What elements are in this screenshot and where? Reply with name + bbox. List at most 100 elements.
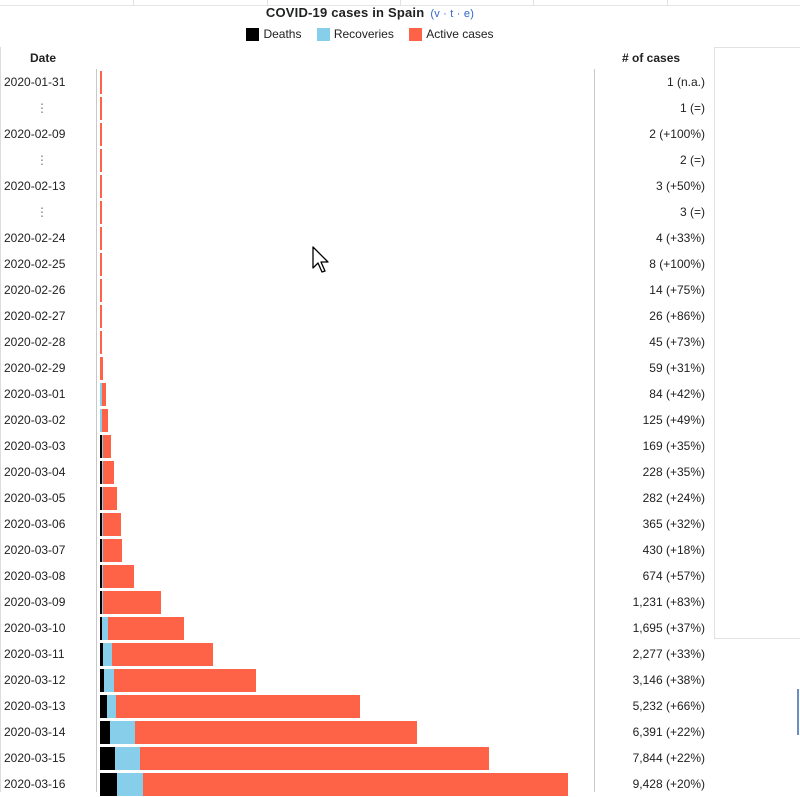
- row-date-label: 2020-02-26: [4, 283, 66, 297]
- bar-area-left-border: [96, 69, 97, 792]
- top-frame-line: [0, 0, 800, 6]
- bar-segment-active: [100, 357, 103, 380]
- row-stacked-bar: [100, 773, 568, 796]
- table-row: 2020-03-01 84 (+42%): [0, 381, 800, 407]
- row-stacked-bar: [100, 539, 123, 562]
- row-date-label: 2020-01-31: [4, 75, 66, 89]
- row-stacked-bar: [100, 305, 102, 328]
- table-row: 2020-02-13 3 (+50%): [0, 173, 800, 199]
- table-row: ⋮ 1 (=): [0, 95, 800, 121]
- bar-area-right-border: [594, 69, 595, 792]
- bar-segment-active: [111, 643, 213, 666]
- bar-segment-recoveries: [106, 695, 117, 718]
- table-row: 2020-03-08 674 (+57%): [0, 563, 800, 589]
- row-stacked-bar: [100, 279, 102, 302]
- row-cases-label: 45 (+73%): [649, 335, 705, 349]
- bar-segment-deaths: [100, 695, 107, 718]
- bar-segment-active: [100, 175, 102, 198]
- row-stacked-bar: [100, 175, 102, 198]
- mouse-cursor-icon: [312, 246, 329, 273]
- row-stacked-bar: [100, 565, 135, 588]
- row-cases-label: 84 (+42%): [649, 387, 705, 401]
- row-stacked-bar: [100, 747, 490, 770]
- row-cases-label: 2,277 (+33%): [632, 647, 705, 661]
- bar-segment-deaths: [100, 747, 115, 770]
- bar-segment-active: [116, 695, 360, 718]
- row-date-label: ⋮: [36, 205, 48, 219]
- bar-segment-deaths: [100, 461, 102, 484]
- row-cases-label: 9,428 (+20%): [632, 777, 705, 791]
- table-row: 2020-02-26 14 (+75%): [0, 277, 800, 303]
- bar-segment-active: [135, 721, 418, 744]
- bar-segment-recoveries: [102, 643, 112, 666]
- row-date-label: 2020-03-02: [4, 413, 66, 427]
- legend-item-recoveries: Recoveries: [316, 27, 394, 41]
- bar-segment-recoveries: [101, 461, 103, 484]
- table-row: 2020-03-07 430 (+18%): [0, 537, 800, 563]
- table-row: 2020-02-25 8 (+100%): [0, 251, 800, 277]
- row-stacked-bar: [100, 669, 257, 692]
- row-cases-label: 59 (+31%): [649, 361, 705, 375]
- bar-segment-recoveries: [114, 747, 141, 770]
- table-row: ⋮ 2 (=): [0, 147, 800, 173]
- bar-segment-active: [103, 591, 162, 614]
- table-row: 2020-03-09 1,231 (+83%): [0, 589, 800, 615]
- row-stacked-bar: [100, 695, 360, 718]
- row-cases-label: 3 (=): [679, 205, 705, 219]
- bar-segment-recoveries: [104, 669, 114, 692]
- row-cases-label: 26 (+86%): [649, 309, 705, 323]
- bar-segment-active: [103, 565, 135, 588]
- row-cases-label: 6,391 (+22%): [632, 725, 705, 739]
- bar-segment-recoveries: [101, 487, 103, 510]
- legend-item-active: Active cases: [409, 27, 494, 41]
- row-stacked-bar: [100, 409, 108, 432]
- bar-segment-recoveries: [101, 513, 103, 536]
- row-date-label: 2020-03-03: [4, 439, 66, 453]
- table-row: ⋮ 3 (=): [0, 199, 800, 225]
- row-date-label: 2020-03-12: [4, 673, 66, 687]
- bar-segment-deaths: [100, 643, 103, 666]
- row-cases-label: 2 (=): [679, 153, 705, 167]
- bar-segment-recoveries: [101, 435, 103, 458]
- bar-segment-recoveries: [101, 565, 103, 588]
- row-stacked-bar: [100, 383, 106, 406]
- bar-segment-active: [100, 253, 102, 276]
- bar-segment-deaths: [100, 617, 102, 640]
- row-cases-label: 3 (+50%): [655, 179, 705, 193]
- row-date-label: 2020-02-13: [4, 179, 66, 193]
- table-row: 2020-03-04 228 (+35%): [0, 459, 800, 485]
- row-cases-label: 125 (+49%): [642, 413, 705, 427]
- bar-segment-deaths: [100, 539, 102, 562]
- bar-segment-active: [100, 227, 102, 250]
- bar-segment-active: [113, 669, 257, 692]
- row-stacked-bar: [100, 201, 102, 224]
- table-row: 2020-02-09 2 (+100%): [0, 121, 800, 147]
- left-frame-line: [0, 47, 1, 792]
- row-cases-label: 169 (+35%): [642, 439, 705, 453]
- table-row: 2020-03-12 3,146 (+38%): [0, 667, 800, 693]
- table-row: 2020-03-06 365 (+32%): [0, 511, 800, 537]
- row-stacked-bar: [100, 71, 102, 94]
- bar-segment-deaths: [100, 591, 102, 614]
- row-cases-label: 8 (+100%): [649, 257, 705, 271]
- bar-segment-active: [143, 773, 568, 796]
- row-date-label: 2020-03-07: [4, 543, 66, 557]
- bar-segment-deaths: [100, 773, 117, 796]
- table-row: 2020-03-11 2,277 (+33%): [0, 641, 800, 667]
- table-row: 2020-01-31 1 (n.a.): [0, 69, 800, 95]
- bar-segment-active: [101, 409, 108, 432]
- row-cases-label: 1 (n.a.): [666, 75, 705, 89]
- view-talk-edit-links[interactable]: (v · t · e): [430, 8, 475, 20]
- bar-segment-active: [103, 461, 115, 484]
- table-row: 2020-03-10 1,695 (+37%): [0, 615, 800, 641]
- bar-segment-active: [100, 97, 102, 120]
- row-cases-label: 674 (+57%): [642, 569, 705, 583]
- bar-segment-deaths: [100, 721, 110, 744]
- row-date-label: 2020-03-11: [4, 647, 65, 661]
- row-date-label: 2020-02-09: [4, 127, 66, 141]
- row-stacked-bar: [100, 435, 112, 458]
- chart-legend: Deaths Recoveries Active cases: [0, 27, 740, 44]
- legend-swatch-deaths: [246, 27, 260, 41]
- date-column-header: Date: [30, 51, 57, 65]
- row-cases-label: 5,232 (+66%): [632, 699, 705, 713]
